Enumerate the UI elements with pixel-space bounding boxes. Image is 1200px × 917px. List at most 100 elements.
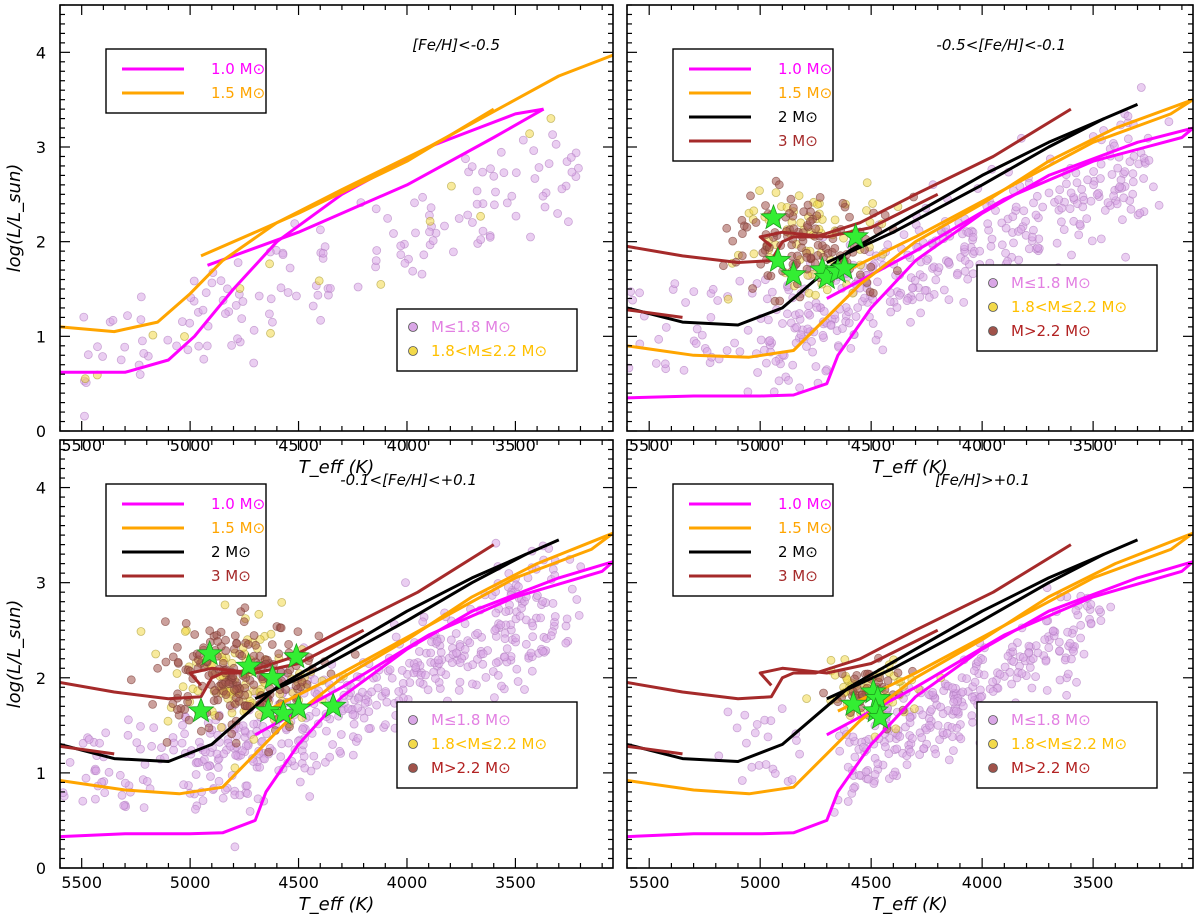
data-point <box>1054 637 1064 647</box>
data-point <box>309 751 319 761</box>
data-point <box>264 747 274 757</box>
data-point <box>763 732 773 742</box>
data-point <box>396 250 406 260</box>
data-point <box>249 680 259 690</box>
data-point <box>308 301 318 311</box>
data-point <box>737 251 747 261</box>
plot-area <box>627 531 1193 839</box>
data-point <box>126 675 136 685</box>
legend-label: 1.8<M≤2.2 M⊙ <box>1011 298 1127 316</box>
data-point <box>104 767 114 777</box>
data-point <box>454 214 464 223</box>
data-point <box>343 704 353 713</box>
data-point <box>830 243 840 253</box>
data-point <box>148 330 158 340</box>
data-point <box>819 688 828 698</box>
data-point <box>183 345 193 355</box>
data-point <box>95 738 104 748</box>
data-point <box>221 690 231 699</box>
data-point <box>812 211 822 221</box>
data-point <box>283 288 293 297</box>
data-point <box>775 296 785 306</box>
data-point <box>266 629 276 639</box>
data-point <box>870 770 880 779</box>
data-point <box>735 276 745 286</box>
legend-label: M≤1.8 M⊙ <box>1011 711 1091 729</box>
data-point <box>84 735 94 744</box>
data-point <box>1106 602 1116 612</box>
data-point <box>136 315 146 325</box>
data-point <box>815 192 825 202</box>
data-point <box>396 241 406 251</box>
data-point <box>199 354 209 364</box>
data-point <box>325 752 335 762</box>
data-point <box>1027 232 1037 242</box>
legend-marker <box>988 715 998 725</box>
x-tick-label: 5500 <box>629 873 670 892</box>
data-point <box>168 652 178 662</box>
data-point <box>336 730 346 739</box>
data-point <box>931 749 941 759</box>
data-point <box>1001 223 1011 233</box>
legend-marker <box>408 763 418 773</box>
data-point <box>493 671 503 680</box>
data-point <box>123 730 133 740</box>
data-point <box>222 284 232 294</box>
data-point <box>819 306 829 316</box>
data-point <box>1112 199 1122 209</box>
data-point <box>1119 193 1129 203</box>
legend-label: 1.0 M⊙ <box>778 495 832 513</box>
y-tick-label: 3 <box>36 574 46 593</box>
data-point <box>918 272 928 282</box>
data-point <box>514 582 523 592</box>
data-point <box>979 670 989 680</box>
data-point <box>551 139 561 149</box>
data-point <box>489 171 499 181</box>
legend-label: 1.5 M⊙ <box>778 519 832 537</box>
data-point <box>536 613 545 623</box>
data-point <box>489 693 499 702</box>
data-point <box>1082 214 1092 224</box>
x-tick-label: 4500 <box>851 873 892 892</box>
data-point <box>190 804 200 814</box>
data-point <box>1120 167 1130 177</box>
data-point <box>1054 195 1063 205</box>
data-point <box>264 309 274 319</box>
data-point <box>863 774 873 784</box>
data-point <box>939 285 949 295</box>
data-point <box>162 738 172 747</box>
data-point <box>231 750 241 760</box>
data-point <box>754 761 764 770</box>
data-point <box>448 247 458 257</box>
x-tick-label: 4000 <box>387 873 428 892</box>
data-point <box>627 287 635 296</box>
legend-marker <box>408 346 418 356</box>
data-point <box>1017 669 1027 678</box>
data-point <box>266 328 275 338</box>
x-axis-title: T_eff (K) <box>299 894 375 915</box>
data-point <box>654 334 664 344</box>
data-point <box>198 305 208 315</box>
x-tick-label: 5500 <box>61 873 102 892</box>
data-point <box>184 715 194 725</box>
data-point <box>846 343 856 353</box>
legend-label: 1.8<M≤2.2 M⊙ <box>431 735 547 753</box>
data-point <box>202 762 212 771</box>
star-marker <box>842 222 870 249</box>
data-point <box>98 352 107 361</box>
data-point <box>528 621 538 631</box>
data-point <box>451 648 461 658</box>
data-point <box>892 744 902 754</box>
data-point <box>249 358 259 368</box>
data-point <box>238 297 248 306</box>
data-point <box>1118 215 1127 225</box>
panel-3: 5500 5000 4500 4000 3500 0 1 2 3 4 log(L/L_sun) T_e… <box>4 439 614 915</box>
plot-frame <box>59 4 614 432</box>
data-point <box>670 279 680 289</box>
data-point <box>511 211 521 221</box>
data-point <box>851 312 861 321</box>
data-point <box>233 334 242 344</box>
data-point <box>1033 243 1042 253</box>
data-point <box>179 780 189 790</box>
data-point <box>906 747 915 757</box>
